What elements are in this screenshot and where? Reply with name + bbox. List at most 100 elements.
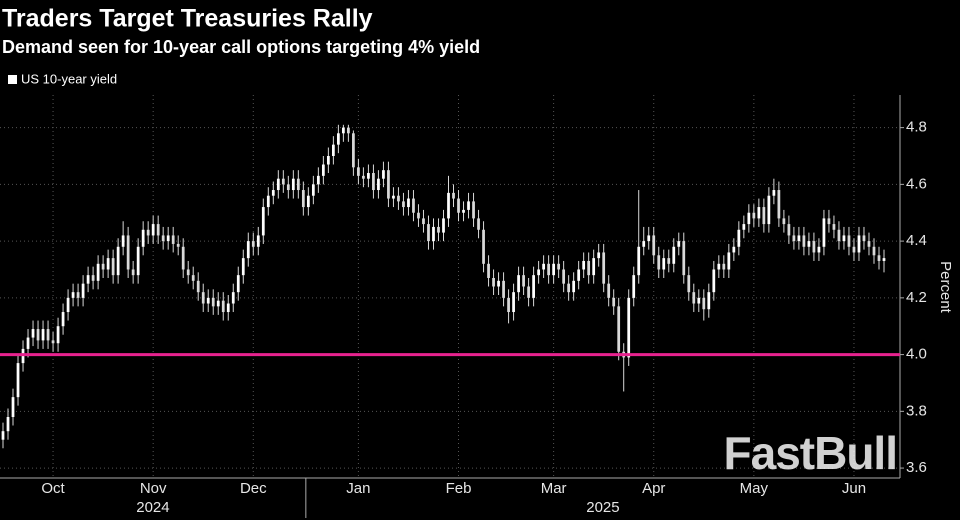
candle-body — [537, 269, 540, 276]
candle-body — [702, 297, 706, 310]
candle-body — [587, 260, 591, 276]
candle-body — [191, 275, 195, 281]
y-tick-label: 4.0 — [906, 346, 927, 363]
candle-body — [687, 275, 691, 293]
x-tick-label: Jan — [346, 480, 370, 497]
candle-body — [852, 246, 856, 253]
candle-body — [81, 283, 85, 298]
candle-body — [392, 195, 395, 199]
candle-body — [11, 397, 15, 418]
candle-body — [492, 277, 495, 287]
candle-body — [482, 229, 485, 264]
candle-body — [727, 252, 731, 270]
candle-body — [171, 235, 175, 244]
candle-body — [717, 263, 721, 270]
candle-body — [427, 224, 430, 242]
year-label: 2024 — [136, 499, 169, 516]
candle-body — [822, 218, 826, 247]
candle-body — [216, 300, 220, 307]
candle-body — [542, 263, 545, 270]
candle-body — [181, 246, 185, 270]
watermark: FastBull — [724, 427, 897, 479]
candle-body — [26, 337, 30, 349]
candle-body — [527, 286, 530, 298]
candle-body — [767, 195, 771, 225]
candle-body — [872, 246, 876, 256]
x-tick-label: Mar — [541, 480, 567, 497]
candle-body — [201, 292, 205, 304]
candle-body — [306, 195, 310, 208]
candle-body — [96, 263, 100, 281]
candle-body — [477, 218, 480, 230]
candle-body — [617, 306, 621, 352]
candle-body — [707, 292, 711, 310]
candle-body — [301, 190, 305, 208]
candle-body — [642, 241, 646, 247]
y-tick-label: 4.8 — [906, 119, 927, 136]
candle-body — [56, 326, 60, 344]
candle-body — [592, 258, 596, 276]
candle-body — [647, 235, 651, 242]
candle-body — [387, 170, 390, 199]
candle-body — [271, 190, 275, 196]
candle-body — [657, 255, 661, 270]
candle-body — [41, 329, 45, 341]
candle-body — [166, 235, 170, 242]
candle-body — [402, 201, 405, 208]
candle-body — [667, 258, 671, 264]
candle-body — [672, 246, 676, 264]
candle-body — [797, 235, 801, 242]
chart-subtitle: Demand seen for 10-year call options tar… — [2, 37, 480, 57]
candle-body — [502, 280, 505, 298]
candle-body — [757, 207, 761, 219]
candle-body — [372, 173, 375, 191]
candle-body — [91, 275, 95, 281]
x-tick-label: Nov — [140, 480, 167, 497]
candle-body — [452, 192, 455, 199]
candle-body — [151, 224, 155, 236]
candle-body — [842, 235, 846, 242]
candle-body — [417, 212, 420, 219]
candle-body — [607, 283, 611, 298]
candle-body — [817, 246, 821, 253]
candle-body — [86, 275, 90, 284]
candle-body — [517, 275, 520, 293]
legend-swatch — [8, 75, 17, 84]
candle-body — [136, 246, 140, 276]
candle-body — [261, 207, 265, 236]
candle-body — [321, 164, 325, 176]
y-tick-label: 3.8 — [906, 402, 927, 419]
candle-body — [196, 280, 200, 293]
candle-body — [1, 431, 5, 440]
x-tick-label: Apr — [642, 480, 665, 497]
x-tick-label: Feb — [446, 480, 472, 497]
candle-body — [562, 269, 566, 284]
candle-body — [787, 224, 791, 236]
candle-body — [857, 235, 861, 253]
candle-body — [141, 229, 145, 247]
candle-body — [457, 198, 460, 213]
candle-body — [382, 170, 385, 179]
candle-body — [266, 195, 270, 208]
candle-body — [281, 178, 285, 185]
candle-body — [397, 195, 400, 202]
candle-body — [106, 258, 110, 270]
candle-body — [31, 329, 35, 338]
candle-body — [337, 133, 340, 145]
candle-body — [807, 241, 811, 247]
candle-body — [467, 201, 470, 210]
candle-body — [752, 212, 756, 219]
candle-body — [241, 258, 245, 276]
candle-body — [862, 235, 866, 242]
candle-body — [211, 297, 215, 307]
candle-body — [291, 178, 295, 191]
candle-body — [597, 252, 601, 259]
candle-body — [296, 178, 300, 191]
candle-body — [867, 241, 871, 247]
candle-body — [316, 175, 320, 185]
candle-body — [512, 292, 515, 313]
candle-body — [176, 243, 180, 247]
candle-body — [737, 229, 741, 247]
candle-body — [847, 235, 851, 247]
